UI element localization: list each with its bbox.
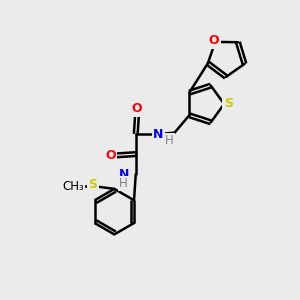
Text: O: O: [105, 149, 116, 162]
Text: N: N: [153, 128, 164, 140]
Text: O: O: [208, 34, 219, 47]
Text: H: H: [165, 134, 174, 147]
Text: CH₃: CH₃: [63, 180, 85, 193]
Text: H: H: [119, 177, 128, 190]
Text: O: O: [132, 102, 142, 115]
Text: S: S: [88, 178, 98, 191]
Text: N: N: [118, 168, 129, 181]
Text: S: S: [224, 98, 233, 110]
